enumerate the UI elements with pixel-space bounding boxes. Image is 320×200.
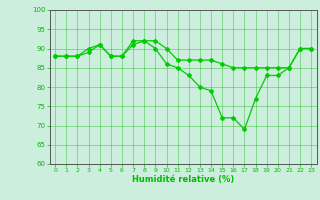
- X-axis label: Humidité relative (%): Humidité relative (%): [132, 175, 234, 184]
